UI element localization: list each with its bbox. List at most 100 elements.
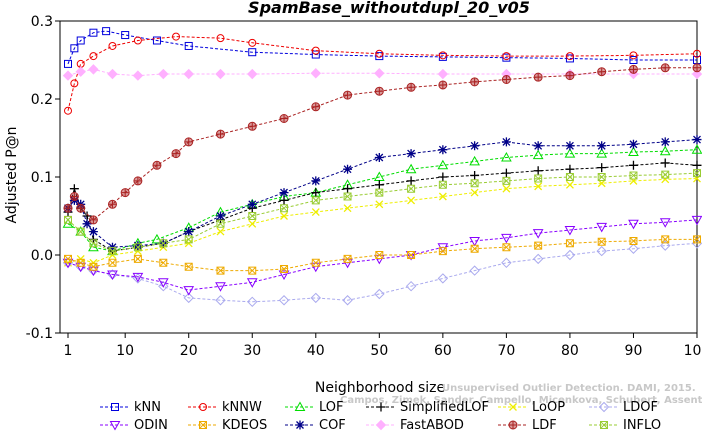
legend-label-loop: LoOP bbox=[532, 400, 565, 415]
legend: kNN kNNW LOF SimplifiedLOF LoOP LDOF ODIN KDEOS… bbox=[100, 400, 661, 433]
data-point-knnw-9 bbox=[311, 46, 320, 55]
data-point-ldf-0-cross bbox=[64, 204, 72, 212]
data-point-lof-13 bbox=[405, 163, 417, 174]
data-point-ldf-14-cross bbox=[344, 91, 352, 99]
series-line-kdeos bbox=[67, 238, 697, 272]
y-tick-label: 0.1 bbox=[31, 170, 53, 186]
data-point-ldf-18-cross bbox=[471, 78, 479, 86]
data-point-kdeos-14 bbox=[438, 247, 447, 256]
data-point-knn-14 bbox=[629, 56, 638, 64]
data-point-cof-15 bbox=[406, 149, 416, 159]
series-line-loop bbox=[67, 178, 698, 264]
data-point-simplifiedlof-12 bbox=[311, 188, 321, 198]
series-ldf bbox=[63, 63, 702, 225]
x-tick-label: 60 bbox=[434, 343, 452, 359]
data-point-ldf-11-cross bbox=[248, 122, 256, 130]
legend-marker-inflo bbox=[600, 421, 608, 429]
legend-label-ldf: LDF bbox=[532, 418, 557, 433]
data-point-simplifiedlof-3 bbox=[82, 211, 92, 221]
data-point-odin-19 bbox=[596, 222, 608, 233]
data-point-inflo-20 bbox=[629, 171, 638, 180]
data-point-loop-10 bbox=[311, 208, 320, 217]
legend-label-inflo: INFLO bbox=[623, 418, 661, 433]
data-point-ldf-16-cross bbox=[407, 83, 415, 91]
legend-marker-odin bbox=[109, 421, 121, 431]
data-point-kdeos-0 bbox=[64, 254, 72, 263]
legend-marker-fastabod bbox=[375, 419, 387, 431]
data-point-ldof-13 bbox=[405, 280, 417, 292]
data-point-ldof-10 bbox=[310, 292, 321, 304]
data-point-ldof-18 bbox=[564, 249, 576, 261]
data-point-ldf-21-cross bbox=[566, 72, 574, 80]
data-point-inflo-22 bbox=[693, 169, 701, 178]
x-axis-label: Neighborhood size bbox=[315, 380, 445, 396]
data-point-ldof-7 bbox=[215, 295, 226, 306]
data-point-knn-3 bbox=[89, 28, 98, 37]
data-point-knnw-11 bbox=[438, 51, 447, 60]
data-point-inflo-3 bbox=[108, 247, 117, 256]
data-point-knnw-6 bbox=[172, 32, 181, 41]
data-point-ldof-20 bbox=[628, 243, 639, 254]
data-point-loop-18 bbox=[565, 180, 574, 189]
data-point-ldf-23-cross bbox=[629, 65, 637, 73]
data-point-knn-10 bbox=[375, 52, 384, 61]
legend-marker-lof bbox=[294, 401, 306, 411]
data-point-simplifiedlof-19 bbox=[533, 166, 543, 176]
data-point-kdeos-8 bbox=[248, 266, 257, 275]
data-point-knnw-3 bbox=[89, 52, 98, 61]
series-cof bbox=[63, 135, 702, 252]
data-point-kdeos-10 bbox=[311, 258, 320, 267]
legend-label-knnw: kNNW bbox=[222, 400, 262, 415]
x-tick-label: 10 bbox=[116, 343, 134, 359]
series-kdeos bbox=[64, 235, 701, 275]
data-point-ldf-13-cross bbox=[312, 103, 320, 111]
data-point-simplifiedlof-1 bbox=[69, 184, 79, 194]
data-point-cof-13 bbox=[343, 164, 353, 174]
data-point-cof-14 bbox=[374, 153, 384, 162]
data-point-kdeos-20 bbox=[629, 236, 638, 245]
data-point-ldof-21 bbox=[660, 240, 671, 251]
legend-item-lof: LOF bbox=[285, 400, 344, 415]
legend-marker-ldof bbox=[598, 401, 610, 413]
data-point-fastabod-0 bbox=[62, 70, 74, 81]
x-tick-label: 100 bbox=[684, 343, 702, 359]
series-inflo bbox=[64, 169, 701, 256]
data-point-ldof-11 bbox=[342, 295, 353, 306]
data-point-ldf-17-cross bbox=[439, 81, 447, 89]
data-point-fastabod-7 bbox=[215, 68, 226, 80]
data-point-inflo-8 bbox=[248, 212, 257, 220]
data-point-ldof-6 bbox=[183, 292, 194, 304]
data-point-kdeos-9 bbox=[280, 265, 289, 274]
data-point-kdeos-16 bbox=[502, 243, 511, 252]
data-point-inflo-15 bbox=[470, 179, 479, 188]
x-tick-label: 40 bbox=[307, 343, 325, 359]
data-point-odin-7 bbox=[215, 282, 226, 292]
data-point-loop-11 bbox=[343, 204, 352, 213]
data-point-cof-19 bbox=[533, 141, 543, 151]
data-point-loop-8 bbox=[248, 219, 257, 228]
data-point-knnw-4 bbox=[108, 41, 117, 50]
chart-title: SpamBase_withoutdupl_20_v05 bbox=[248, 0, 530, 17]
data-point-ldf-4-cross bbox=[108, 200, 116, 208]
data-point-inflo-13 bbox=[407, 184, 416, 193]
legend-marker-loop bbox=[509, 403, 517, 411]
data-point-simplifiedlof-11 bbox=[279, 195, 289, 205]
legend-item-ldof: LDOF bbox=[589, 400, 658, 415]
data-point-fastabod-15 bbox=[691, 68, 702, 80]
data-point-knnw-12 bbox=[502, 52, 511, 61]
plot-area bbox=[59, 20, 702, 334]
data-point-loop-7 bbox=[216, 227, 225, 236]
data-point-knn-4 bbox=[102, 27, 111, 36]
data-point-cof-6 bbox=[133, 241, 143, 251]
legend-item-knnw: kNNW bbox=[188, 400, 262, 415]
data-point-cof-9 bbox=[215, 211, 225, 221]
data-point-odin-3 bbox=[107, 270, 118, 281]
data-point-knn-5 bbox=[121, 31, 130, 40]
data-point-odin-9 bbox=[278, 270, 290, 281]
data-point-simplifiedlof-20 bbox=[565, 164, 575, 174]
data-point-inflo-9 bbox=[280, 204, 289, 213]
data-point-odin-18 bbox=[564, 226, 576, 236]
data-point-simplifiedlof-17 bbox=[470, 170, 480, 180]
data-point-knn-0 bbox=[64, 59, 72, 68]
legend-label-kdeos: KDEOS bbox=[222, 418, 267, 433]
